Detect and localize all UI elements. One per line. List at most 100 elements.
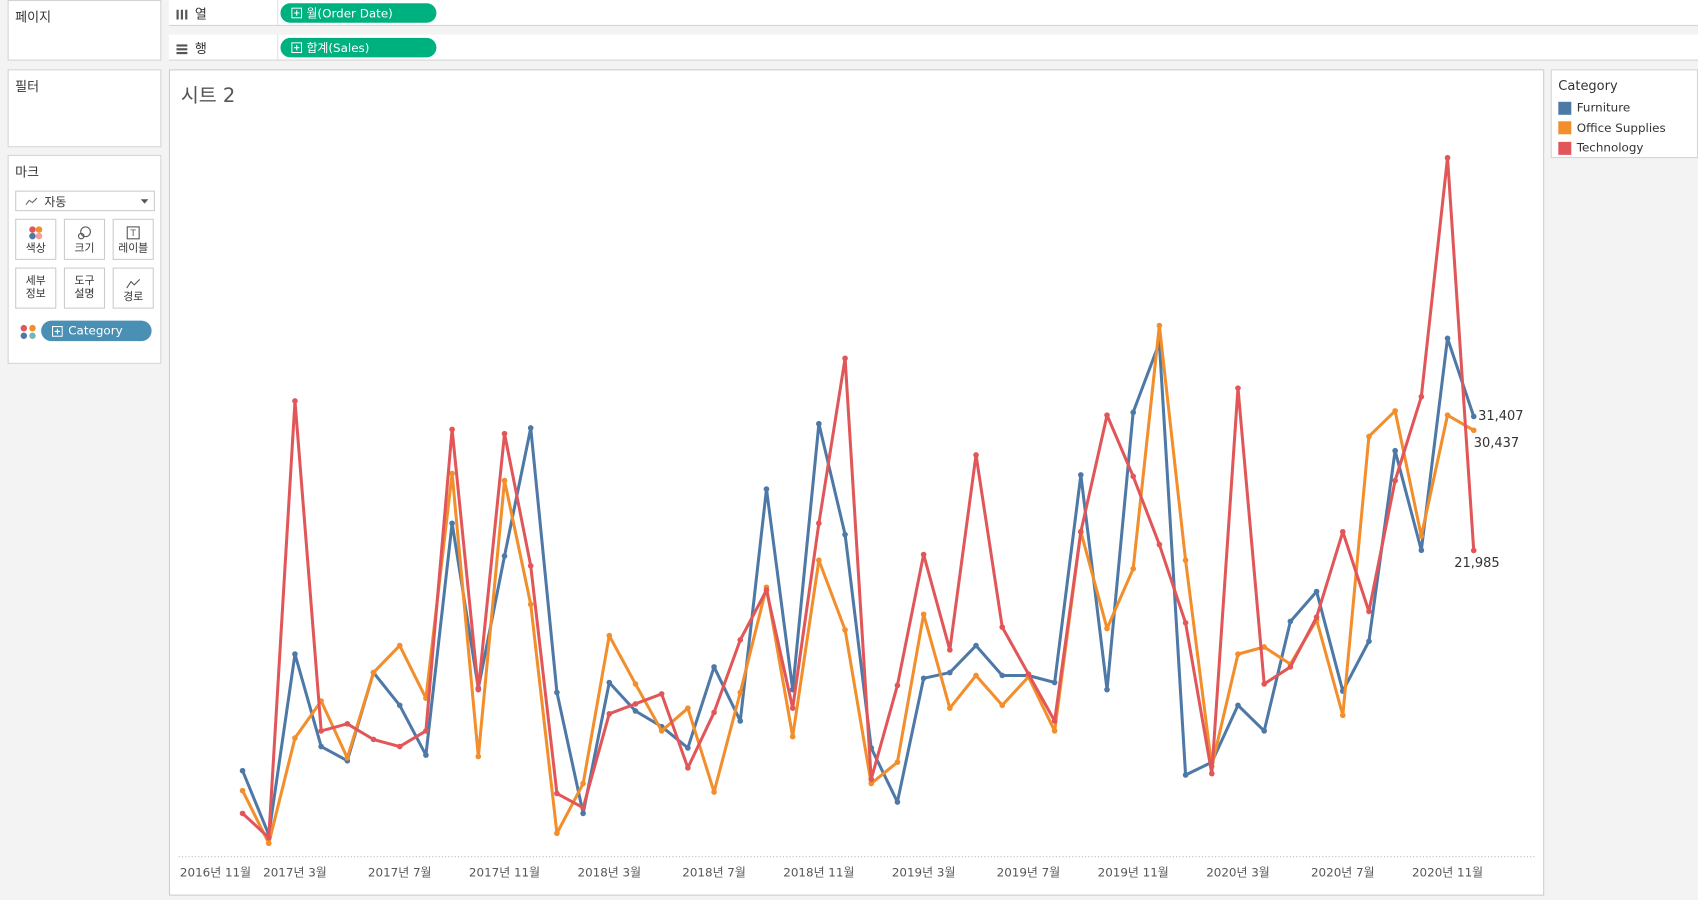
x-tick-label: 2018년 3월 (578, 865, 642, 879)
data-point (396, 702, 403, 709)
legend: Category Furniture Office Supplies Technol… (1550, 69, 1698, 159)
line-icon (25, 197, 38, 205)
data-point (973, 642, 979, 649)
columns-icon (176, 9, 188, 19)
data-point (1418, 533, 1425, 539)
series-line (241, 156, 1476, 840)
data-point (1366, 608, 1372, 615)
legend-text: Technology (1576, 140, 1644, 155)
button-text: 설명 (74, 288, 95, 300)
button-text: 크기 (74, 242, 95, 255)
data-point (1366, 638, 1372, 645)
columns-drop-area[interactable]: 월(Order Date) (277, 0, 1698, 25)
data-point (606, 679, 613, 686)
legend-item[interactable]: Office Supplies (1558, 120, 1666, 135)
marks-button[interactable]: T 레이블 (112, 218, 154, 260)
pill-text: 합계(Sales) (306, 41, 370, 56)
legend-item[interactable]: Technology (1558, 141, 1643, 155)
button-text: 정보 (25, 288, 46, 300)
mark-type-dropdown[interactable]: 자동 (15, 190, 155, 212)
rows-icon (176, 43, 188, 54)
data-point (789, 733, 796, 740)
pill-text: 월(Order Date) (306, 6, 393, 21)
x-tick-label: 2020년 3월 (1206, 865, 1270, 879)
data-point (554, 830, 560, 837)
rows-drop-area[interactable]: 합계(Sales) (277, 34, 1698, 60)
rows-pill[interactable]: 합계(Sales) (280, 37, 437, 58)
data-point (606, 711, 613, 717)
data-point (947, 669, 953, 676)
data-point (1287, 618, 1294, 625)
data-point (501, 553, 508, 559)
data-point (1130, 409, 1137, 416)
data-point (1235, 385, 1241, 391)
data-point (1470, 413, 1477, 420)
marks-button[interactable]: 도구 설명 (63, 267, 106, 309)
x-tick-label: 2019년 3월 (892, 865, 956, 879)
x-tick-label: 2018년 11월 (783, 865, 854, 879)
data-point (580, 810, 586, 817)
pages-panel[interactable]: 페이지 (7, 0, 162, 61)
data-point (423, 728, 429, 734)
data-point (1104, 412, 1110, 418)
columns-shelf[interactable]: 열 월(Order Date) (168, 0, 1698, 26)
data-point (239, 787, 246, 794)
data-point (265, 834, 272, 841)
legend-item[interactable]: Furniture (1558, 101, 1630, 115)
data-point (318, 728, 324, 734)
legend-swatch (1558, 141, 1572, 155)
series-line (241, 336, 1476, 837)
data-point (344, 720, 351, 727)
data-point (1287, 664, 1294, 670)
data-point (868, 780, 875, 787)
legend-text: Furniture (1576, 100, 1631, 115)
data-point (1444, 154, 1451, 161)
data-point (1104, 625, 1110, 632)
data-point (265, 840, 272, 847)
data-point (763, 486, 770, 492)
data-point (1051, 718, 1058, 724)
chart: 시트 2 2016년 11월 2017년 3월 2017년 7월 2017년 11월 2… (178, 84, 1537, 879)
button-icon (126, 279, 141, 289)
data-label: 21,985 (1454, 556, 1499, 571)
columns-label: 열 (175, 4, 207, 22)
sheet: 시트 2 2016년 11월 2017년 3월 2017년 7월 2017년 11월 2… (168, 69, 1545, 896)
columns-pill[interactable]: 월(Order Date) (280, 3, 437, 23)
pill-icon (291, 7, 303, 19)
legend-text: Office Supplies (1576, 120, 1666, 135)
data-point (344, 755, 351, 761)
x-tick-label: 2020년 11월 (1412, 865, 1483, 879)
data-point (685, 765, 691, 771)
panel-title: 필터 (15, 79, 40, 95)
data-point (501, 477, 508, 484)
legend-swatch (1558, 101, 1572, 115)
category-pill[interactable]: Category (41, 320, 152, 342)
color-encoding: Category (19, 320, 152, 342)
marks-button[interactable]: 크기 (63, 218, 106, 260)
data-point (527, 425, 534, 431)
data-point (920, 611, 927, 618)
data-point (816, 420, 822, 427)
data-point (973, 672, 979, 679)
data-point (423, 752, 429, 758)
data-point (711, 664, 717, 670)
legend-swatch (1558, 121, 1572, 135)
data-point (1392, 477, 1398, 484)
data-point (1444, 412, 1451, 418)
data-point (789, 705, 796, 711)
marks-button[interactable]: 경로 (112, 267, 154, 309)
data-point (527, 563, 534, 569)
rows-shelf[interactable]: 행 합계(Sales) (168, 34, 1698, 61)
data-point (658, 728, 665, 734)
legend-title: Category (1558, 77, 1618, 94)
x-tick-label: 2018년 7월 (682, 865, 746, 879)
data-point (1366, 433, 1372, 440)
data-point (370, 669, 377, 676)
data-point (475, 753, 482, 760)
filters-panel[interactable]: 필터 (7, 69, 162, 148)
rows-label: 행 (175, 39, 207, 57)
data-point (292, 398, 298, 404)
marks-button[interactable]: 색상 (15, 218, 57, 260)
data-point (396, 642, 403, 649)
marks-button[interactable]: 세부 정보 (15, 267, 57, 309)
